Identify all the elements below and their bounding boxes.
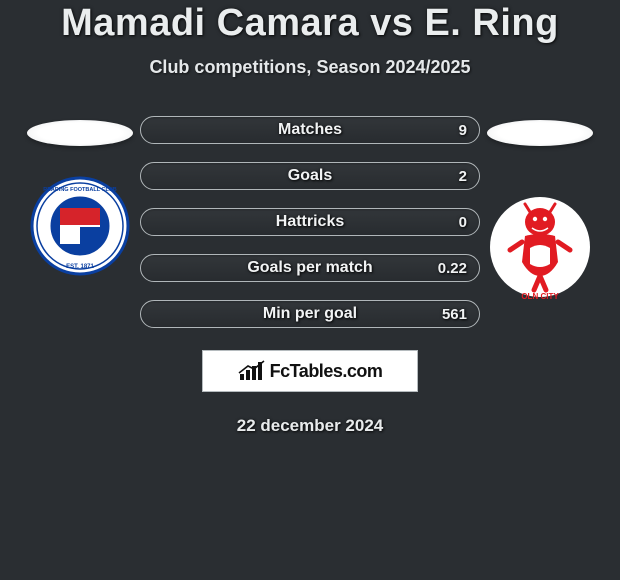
- branding-text: FcTables.com: [270, 361, 383, 382]
- stat-value: 561: [442, 306, 467, 323]
- lincoln-crest-icon: OLN CITY: [490, 192, 590, 302]
- page-title: Mamadi Camara vs E. Ring: [61, 2, 559, 45]
- stat-value: 9: [459, 122, 467, 139]
- svg-text:OLN CITY: OLN CITY: [521, 292, 559, 301]
- stat-value: 0.22: [438, 260, 467, 277]
- stat-label: Hattricks: [276, 213, 344, 231]
- left-team-crest: READING FOOTBALL CLUB EST. 1871: [30, 176, 130, 281]
- stat-label: Goals per match: [247, 259, 372, 277]
- branding-box: FcTables.com: [202, 350, 418, 392]
- reading-crest-icon: READING FOOTBALL CLUB EST. 1871: [30, 176, 130, 276]
- footer-date: 22 december 2024: [237, 416, 384, 436]
- stat-label: Matches: [278, 121, 342, 139]
- player-face-placeholder-left: [27, 120, 133, 146]
- main-row: READING FOOTBALL CLUB EST. 1871 Matches …: [0, 116, 620, 328]
- left-player-col: READING FOOTBALL CLUB EST. 1871: [20, 116, 140, 281]
- stat-row-goals: Goals 2: [140, 162, 480, 190]
- stat-row-mpg: Min per goal 561: [140, 300, 480, 328]
- svg-text:READING FOOTBALL CLUB: READING FOOTBALL CLUB: [43, 187, 117, 193]
- page-subtitle: Club competitions, Season 2024/2025: [149, 57, 470, 78]
- stat-row-gpm: Goals per match 0.22: [140, 254, 480, 282]
- stat-value: 2: [459, 168, 467, 185]
- right-player-col: OLN CITY: [480, 116, 600, 307]
- right-team-crest: OLN CITY: [490, 192, 590, 307]
- infographic-container: Mamadi Camara vs E. Ring Club competitio…: [0, 0, 620, 436]
- stats-column: Matches 9 Goals 2 Hattricks 0 Goals per …: [140, 116, 480, 328]
- stat-row-hattricks: Hattricks 0: [140, 208, 480, 236]
- svg-text:EST. 1871: EST. 1871: [66, 264, 94, 270]
- stat-row-matches: Matches 9: [140, 116, 480, 144]
- chart-ascending-icon: [238, 360, 266, 382]
- stat-label: Min per goal: [263, 305, 357, 323]
- player-face-placeholder-right: [487, 120, 593, 146]
- stat-label: Goals: [288, 167, 332, 185]
- stat-value: 0: [459, 214, 467, 231]
